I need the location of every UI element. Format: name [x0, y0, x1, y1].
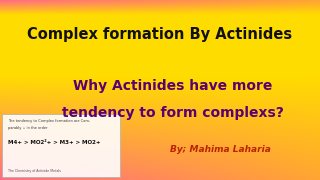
Text: Complex formation By Actinides: Complex formation By Actinides [28, 27, 292, 42]
Text: tendency to form complexs?: tendency to form complexs? [62, 106, 284, 120]
Text: parably ↓ in the order: parably ↓ in the order [8, 126, 47, 130]
Text: The Chemistry of Actinide Metals: The Chemistry of Actinide Metals [8, 169, 61, 173]
Text: The tendency to Complex formation are Com-: The tendency to Complex formation are Co… [8, 119, 90, 123]
Text: M4+ > MO2²+ > M3+ > MO2+: M4+ > MO2²+ > M3+ > MO2+ [8, 140, 100, 145]
Text: Why Actinides have more: Why Actinides have more [73, 79, 273, 93]
Text: By; Mahima Laharia: By; Mahima Laharia [170, 145, 271, 154]
FancyBboxPatch shape [2, 114, 120, 177]
